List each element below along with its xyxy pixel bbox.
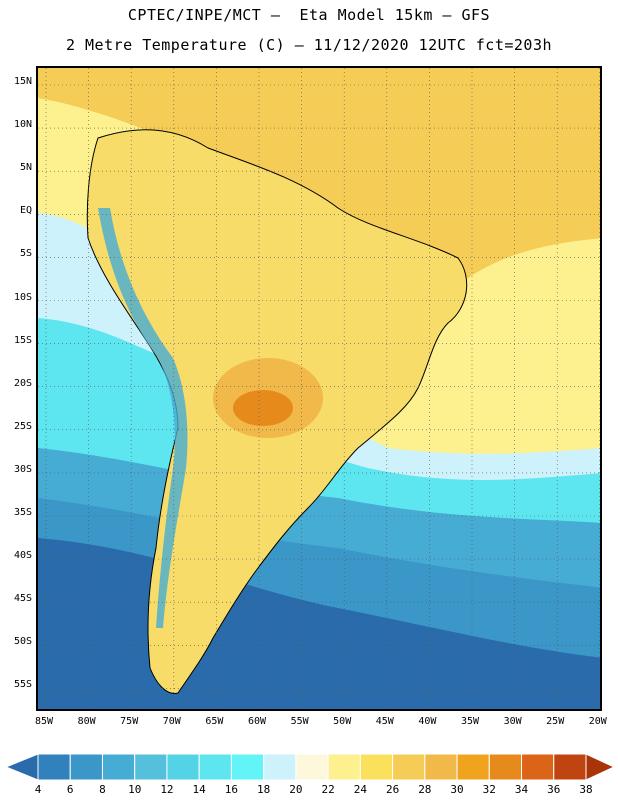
colorbar-label: 20 [289, 783, 303, 796]
longitude-label: 20W [588, 716, 607, 727]
colorbar-label: 30 [450, 783, 464, 796]
colorbar-label: 8 [99, 783, 106, 796]
latitude-label: EQ [19, 205, 32, 217]
colorbar-box [553, 753, 587, 781]
colorbar-label: 32 [482, 783, 496, 796]
longitude-label: 35W [460, 716, 480, 727]
longitude-label: 25W [546, 716, 565, 727]
colorbar-box [166, 753, 200, 781]
colorbar-box [134, 753, 168, 781]
latitude-label: 50S [13, 636, 32, 648]
colorbar-label: 12 [160, 783, 174, 796]
latitude-label: 15S [13, 334, 32, 346]
colorbar [4, 753, 616, 781]
latitude-label: 35S [13, 507, 32, 518]
colorbar-box [37, 753, 71, 781]
latitude-label: 5N [19, 162, 32, 174]
latitude-label: 15N [13, 76, 32, 87]
colorbar-label: 10 [128, 783, 142, 796]
longitude-label: 65W [205, 716, 224, 727]
longitude-label: 85W [34, 716, 54, 727]
colorbar-label: 6 [66, 783, 74, 796]
colorbar-box [101, 753, 136, 781]
latitude-label: 20S [13, 377, 32, 389]
hotter-core [233, 390, 293, 426]
colorbar-label: 18 [257, 783, 271, 796]
longitude-label: 30W [503, 716, 522, 727]
ocean-band-gold [38, 68, 600, 278]
colorbar-box [198, 753, 232, 781]
colorbar-label: 26 [385, 783, 400, 796]
colorbar-box [521, 753, 555, 781]
colorbar-box [295, 753, 329, 781]
colorbar-label: 36 [547, 783, 561, 796]
colorbar-box [69, 753, 103, 781]
colorbar-label: 14 [192, 783, 206, 796]
latitude-label: 55S [13, 679, 32, 691]
colorbar-box [392, 753, 426, 781]
colorbar-box [327, 753, 361, 781]
map-title: CPTEC/INPE/MCT – Eta Model 15km – GFS [127, 6, 491, 24]
longitude-label: 75W [120, 716, 139, 727]
latitude-label: 30S [13, 463, 32, 475]
colorbar-label: 22 [321, 783, 335, 796]
longitude-label: 55W [290, 716, 309, 727]
longitude-label: 40W [418, 716, 437, 727]
colorbar-high-arrow [585, 753, 616, 781]
colorbar-low-arrow [4, 753, 39, 781]
latitude-label: 5S [19, 248, 32, 260]
map-frame [36, 66, 602, 711]
colorbar-box [424, 753, 458, 781]
longitude-label: 70W [162, 716, 181, 727]
latitude-label: 10S [13, 291, 32, 303]
map-subtitle: 2 Metre Temperature (C) – 11/12/2020 12U… [65, 36, 553, 54]
longitude-label: 45W [375, 716, 394, 727]
latitude-label: 45S [13, 593, 32, 605]
colorbar-label: 24 [353, 783, 367, 796]
colorbar-box [263, 753, 297, 781]
latitude-label: 25S [13, 420, 32, 432]
longitude-label: 80W [77, 716, 96, 727]
colorbar-label: 28 [418, 783, 432, 796]
colorbar-label: 16 [224, 783, 239, 796]
latitude-label: 10N [13, 119, 32, 131]
colorbar-box [359, 753, 394, 781]
latitude-label: 40S [13, 550, 32, 562]
colorbar-box [488, 753, 523, 781]
colorbar-box [230, 753, 265, 781]
colorbar-box [456, 753, 490, 781]
colorbar-label: 34 [514, 783, 529, 796]
temperature-map [38, 68, 600, 709]
longitude-label: 60W [247, 716, 267, 727]
colorbar-label: 4 [34, 783, 42, 796]
longitude-label: 50W [333, 716, 352, 727]
colorbar-label: 38 [579, 783, 593, 796]
